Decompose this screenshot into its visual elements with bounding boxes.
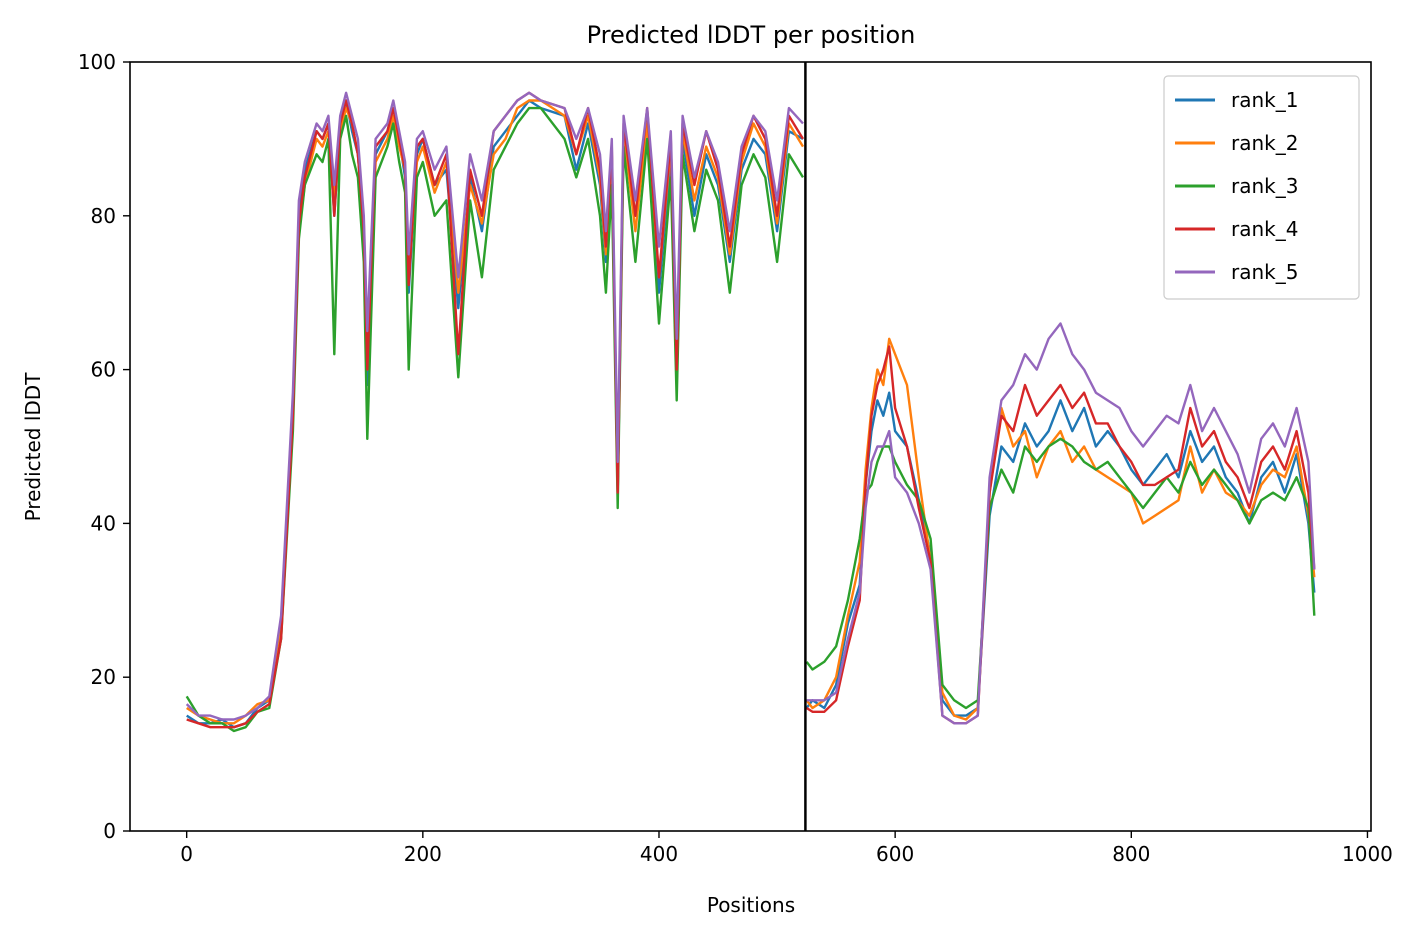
legend-label-rank_3: rank_3	[1231, 174, 1298, 198]
x-tick-label: 200	[404, 842, 442, 866]
legend-label-rank_5: rank_5	[1231, 260, 1298, 284]
legend-label-rank_4: rank_4	[1231, 217, 1298, 241]
legend-label-rank_1: rank_1	[1231, 88, 1298, 112]
plot-lines	[185, 91, 1316, 733]
legend: rank_1 rank_2 rank_3 rank_4 rank_5	[1163, 75, 1360, 300]
y-tick-label: 40	[91, 511, 116, 535]
y-tick-label: 100	[78, 50, 116, 74]
y-tick-label: 60	[91, 358, 116, 382]
legend-label-rank_2: rank_2	[1231, 131, 1298, 155]
series-line-rank_1	[186, 99, 1316, 729]
x-tick-label: 600	[876, 842, 914, 866]
x-tick-label: 800	[1112, 842, 1150, 866]
x-tick-label: 400	[640, 842, 678, 866]
series-line-rank_5	[185, 91, 1316, 725]
x-tick-label: 0	[180, 842, 193, 866]
y-tick-label: 0	[103, 819, 116, 843]
plot-frame	[129, 61, 1372, 832]
y-tick-label: 80	[91, 204, 116, 228]
legend-box	[1163, 75, 1360, 300]
x-axis: 0 200 400 600 800 1000	[180, 831, 1393, 866]
y-axis-label: Predicted lDDT	[21, 372, 45, 522]
series-line-rank_4	[186, 91, 1316, 729]
x-axis-label: Positions	[707, 893, 795, 917]
series-line-rank_3	[185, 106, 1316, 733]
y-tick-label: 20	[91, 665, 116, 689]
series-line-rank_2	[186, 99, 1316, 725]
chart-title: Predicted lDDT per position	[587, 21, 916, 49]
x-tick-label: 1000	[1342, 842, 1393, 866]
y-axis: 0 20 40 60 80 100	[78, 50, 130, 843]
